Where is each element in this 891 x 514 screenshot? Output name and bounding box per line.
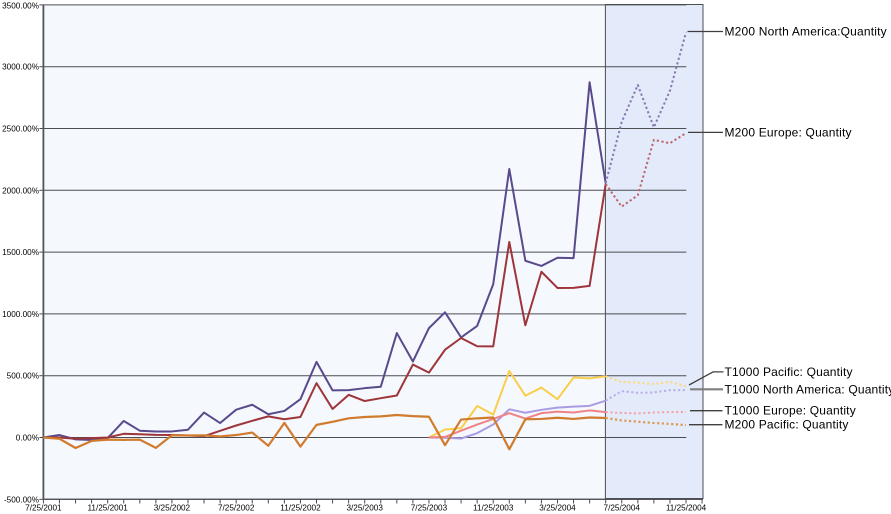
svg-text:11/25/2003: 11/25/2003 (473, 504, 514, 513)
svg-text:3/25/2002: 3/25/2002 (154, 504, 191, 513)
svg-text:500.00%: 500.00% (7, 372, 39, 381)
svg-text:2000.00%: 2000.00% (2, 186, 39, 195)
svg-text:T1000 North America: Quantity: T1000 North America: Quantity (725, 382, 891, 396)
svg-text:11/25/2004: 11/25/2004 (666, 504, 707, 513)
svg-text:M200 Europe: Quantity: M200 Europe: Quantity (725, 125, 852, 139)
svg-text:3/25/2004: 3/25/2004 (539, 504, 576, 513)
svg-text:7/25/2001: 7/25/2001 (25, 504, 62, 513)
svg-text:2500.00%: 2500.00% (2, 125, 39, 134)
svg-text:M200 Pacific: Quantity: M200 Pacific: Quantity (725, 418, 849, 432)
svg-text:1000.00%: 1000.00% (2, 310, 39, 319)
svg-text:1500.00%: 1500.00% (2, 248, 39, 257)
svg-text:M200 North America:Quantity: M200 North America:Quantity (725, 25, 887, 39)
svg-text:7/25/2004: 7/25/2004 (604, 504, 641, 513)
svg-text:3000.00%: 3000.00% (2, 63, 39, 72)
svg-text:0.00%: 0.00% (16, 434, 39, 443)
svg-text:T1000 Pacific: Quantity: T1000 Pacific: Quantity (725, 365, 853, 379)
svg-text:7/25/2002: 7/25/2002 (218, 504, 255, 513)
svg-text:7/25/2003: 7/25/2003 (411, 504, 448, 513)
svg-text:11/25/2002: 11/25/2002 (280, 504, 321, 513)
svg-text:-500.00%: -500.00% (4, 495, 39, 504)
svg-text:3500.00%: 3500.00% (2, 2, 39, 11)
svg-text:3/25/2003: 3/25/2003 (346, 504, 383, 513)
svg-text:11/25/2001: 11/25/2001 (87, 504, 128, 513)
svg-text:T1000 Europe: Quantity: T1000 Europe: Quantity (725, 404, 856, 418)
